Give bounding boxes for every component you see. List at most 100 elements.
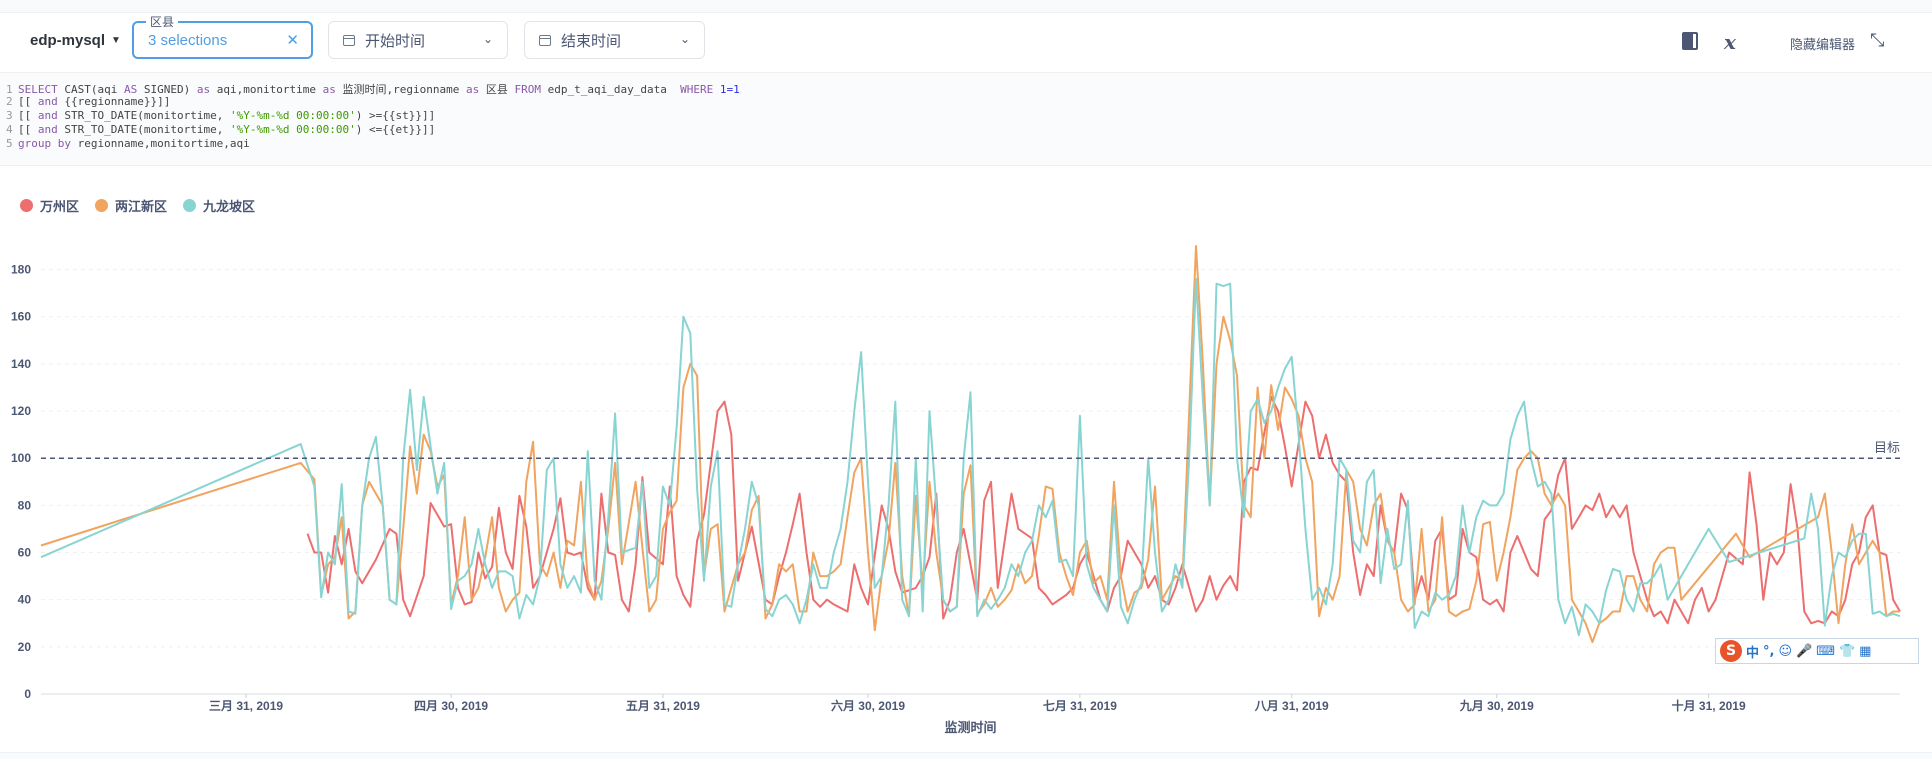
hide-editor-button[interactable]: 隐藏编辑器 [1790,37,1856,52]
ime-logo-icon[interactable]: S [1720,640,1742,662]
line-number: 2 [6,95,13,108]
calendar-icon [539,34,551,46]
sql-editor[interactable]: 1 SELECT CAST(aqi AS SIGNED) as aqi,monit… [0,72,1932,166]
clear-icon[interactable]: ✕ [286,32,299,49]
code-token: '%Y-%m-%d 00:00:00' [229,109,356,122]
x-tick-label: 十月 31, 2019 [1672,698,1746,713]
top-strip [0,0,1932,13]
code-token: [[ [18,123,38,136]
y-tick-label: 80 [18,498,32,512]
series-line [306,395,1901,625]
code-token: SELECT [18,83,65,96]
y-tick-label: 180 [11,263,31,277]
code-token: SIGNED) [143,83,197,96]
y-tick-label: 20 [18,640,32,654]
code-token: {{regionname}}]] [64,95,171,108]
collapse-icon[interactable]: ⤡ [1870,30,1885,50]
code-token: CAST(aqi [64,83,124,96]
legend-dot [20,199,33,212]
line-number: 5 [6,137,13,150]
code-token: ) <={{et}}]] [355,123,436,136]
code-token: edp_t_aqi_day_data [547,83,681,96]
ime-item-icon[interactable]: 👕 [1838,643,1856,659]
start-time-parameter[interactable]: 开始时间 ⌄ [328,21,508,59]
x-tick-label: 四月 30, 2019 [414,699,488,713]
x-tick-label: 九月 30, 2019 [1459,698,1534,713]
x-tick-label: 三月 31, 2019 [209,699,283,713]
code-line: 4 [[ and STR_TO_DATE(monitortime, '%Y-%m-… [0,123,435,137]
x-tick-label: 六月 30, 2019 [831,698,905,713]
legend-item[interactable]: 两江新区 [95,196,167,215]
query-toolbar: edp-mysql ▼ 区县 3 selections ✕ 开始时间 ⌄ 结束时… [0,12,1932,72]
code-token: as [322,83,343,96]
series-line [40,278,1901,637]
y-tick-label: 0 [24,687,31,701]
code-token: group by [18,137,78,150]
code-token: STR_TO_DATE(monitortime, [64,109,230,122]
ime-item-icon[interactable]: 🎤 [1796,643,1813,659]
district-parameter-label: 区县 [146,13,179,30]
code-token: 监测时间,regionname [342,83,467,96]
code-token: AS [123,83,144,96]
data-reference-icon[interactable] [1682,32,1698,50]
code-token: as [196,83,217,96]
ime-item-icon[interactable]: ▦ [1859,643,1872,659]
x-tick-label: 八月 31, 2019 [1254,699,1329,713]
legend-item[interactable]: 万州区 [20,196,79,215]
variables-icon[interactable]: x [1724,30,1736,54]
chevron-down-icon: ⌄ [679,32,690,46]
line-number: 4 [6,123,13,136]
ime-item-icon[interactable]: ☺ [1778,643,1793,659]
start-time-label: 开始时间 [365,32,426,50]
ime-item-icon[interactable]: 中 [1746,645,1760,661]
bottom-strip [0,752,1932,759]
code-token: and [37,123,65,136]
code-token: ) >={{st}}]] [355,109,436,122]
chart-legend: 万州区 两江新区 九龙坡区 [20,196,255,215]
code-token: WHERE [680,83,720,96]
code-token: STR_TO_DATE(monitortime, [64,123,230,136]
line-number: 3 [6,109,13,122]
y-tick-label: 60 [18,546,32,560]
line-number: 1 [6,83,13,96]
code-token: and [37,109,65,122]
y-tick-label: 40 [18,593,32,607]
code-line: 5 group by regionname,monitortime,aqi [0,137,250,151]
code-line: 2 [[ and {{regionname}}]] [0,95,170,109]
end-time-parameter[interactable]: 结束时间 ⌄ [524,21,705,59]
x-axis-label: 监测时间 [944,720,996,735]
legend-label: 万州区 [40,199,80,214]
code-token: '%Y-%m-%d 00:00:00' [229,123,356,136]
end-time-label: 结束时间 [561,32,622,50]
calendar-icon [343,34,355,46]
legend-dot [183,199,197,212]
ime-toolbar[interactable]: S 中 °, ☺ 🎤 ⌨ 👕 ▦ [1715,638,1919,664]
code-token: aqi,monitortime [216,83,323,96]
code-line: 1 SELECT CAST(aqi AS SIGNED) as aqi,monit… [0,81,740,96]
ime-item-icon[interactable]: °, [1763,643,1775,659]
legend-item[interactable]: 九龙坡区 [183,196,255,215]
y-tick-label: 120 [11,404,31,418]
database-name: edp-mysql [30,32,106,49]
code-token: FROM [514,83,548,96]
district-parameter-value: 3 selections [148,31,228,49]
legend-dot [95,199,109,212]
code-token: 区县 [485,83,515,96]
chevron-down-icon: ▼ [111,35,121,46]
code-token: regionname,monitortime,aqi [77,137,250,150]
code-token: [[ [18,109,38,122]
code-token: as [466,83,486,96]
code-line: 3 [[ and STR_TO_DATE(monitortime, '%Y-%m-… [0,109,435,123]
code-token: and [37,95,65,108]
chevron-down-icon: ⌄ [482,32,493,46]
goal-label: 目标 [1874,440,1900,455]
district-parameter[interactable]: 区县 3 selections ✕ [132,13,313,59]
database-selector[interactable]: edp-mysql ▼ [30,32,121,49]
x-tick-label: 七月 31, 2019 [1043,699,1117,713]
code-token: [[ [18,95,38,108]
y-tick-label: 160 [11,310,31,324]
ime-item-icon[interactable]: ⌨ [1816,643,1835,659]
code-token: 1=1 [719,83,740,96]
legend-label: 九龙坡区 [203,199,256,214]
